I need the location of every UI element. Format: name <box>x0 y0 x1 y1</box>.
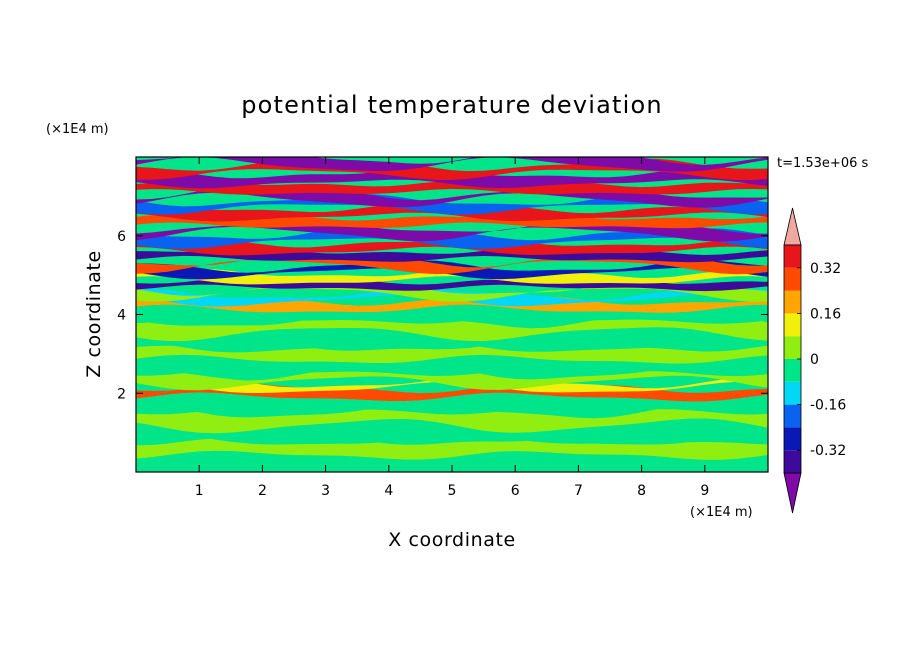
y-unit-label: (×1E4 m) <box>46 122 109 137</box>
y-axis-label: Z coordinate <box>83 250 105 378</box>
colorbar: 0.32 0.16 0 -0.16 -0.32 <box>783 207 846 514</box>
x-tick-label: 3 <box>321 483 330 499</box>
time-label: t=1.53e+06 s <box>777 156 869 171</box>
colorbar-swatch <box>784 245 801 268</box>
colorbar-swatch <box>784 290 801 314</box>
colorbar-swatch <box>784 404 801 428</box>
colorbar-label: -0.32 <box>810 443 846 459</box>
contour-field <box>136 157 768 472</box>
x-tick-label: 8 <box>637 483 646 499</box>
y-tick-label: 4 <box>117 308 126 324</box>
x-tick-label: 2 <box>258 483 267 499</box>
y-tick-label: 6 <box>117 229 126 245</box>
colorbar-swatch <box>784 450 801 473</box>
x-tick-label: 5 <box>448 483 457 499</box>
contour-band <box>136 376 768 393</box>
chart-title: potential temperature deviation <box>241 91 663 119</box>
contour-band <box>136 364 768 391</box>
colorbar-swatch <box>784 336 801 359</box>
colorbar-label: 0.16 <box>810 306 841 322</box>
x-tick-label: 1 <box>195 483 204 499</box>
contour-band <box>136 157 768 172</box>
colorbar-swatch <box>784 381 801 405</box>
y-tick-label: 2 <box>117 386 126 402</box>
colorbar-swatch <box>784 267 801 291</box>
contour-band <box>136 228 768 250</box>
colorbar-label: -0.16 <box>810 398 846 414</box>
x-tick-label: 9 <box>700 483 709 499</box>
contour-band <box>136 213 768 229</box>
contour-band <box>136 393 768 415</box>
y-axis: 2 4 6 <box>117 229 768 402</box>
colorbar-extend-top <box>783 207 802 246</box>
x-tick-label: 7 <box>574 483 583 499</box>
x-axis-label: X coordinate <box>388 529 516 551</box>
colorbar-label: 0 <box>810 352 819 368</box>
contour-band <box>136 180 768 195</box>
x-unit-label: (×1E4 m) <box>690 505 753 520</box>
colorbar-swatch <box>784 359 801 382</box>
contour-band <box>136 268 768 285</box>
contour-band <box>136 419 768 445</box>
x-tick-label: 4 <box>384 483 393 499</box>
colorbar-swatch <box>784 313 801 337</box>
colorbar-extend-bottom <box>783 472 802 514</box>
x-tick-label: 6 <box>511 483 520 499</box>
contour-band <box>136 403 768 434</box>
contour-band <box>136 451 768 472</box>
colorbar-label: 0.32 <box>810 261 841 277</box>
x-axis: 1 2 3 4 5 6 7 8 9 <box>195 157 709 499</box>
colorbar-swatch <box>784 427 801 451</box>
